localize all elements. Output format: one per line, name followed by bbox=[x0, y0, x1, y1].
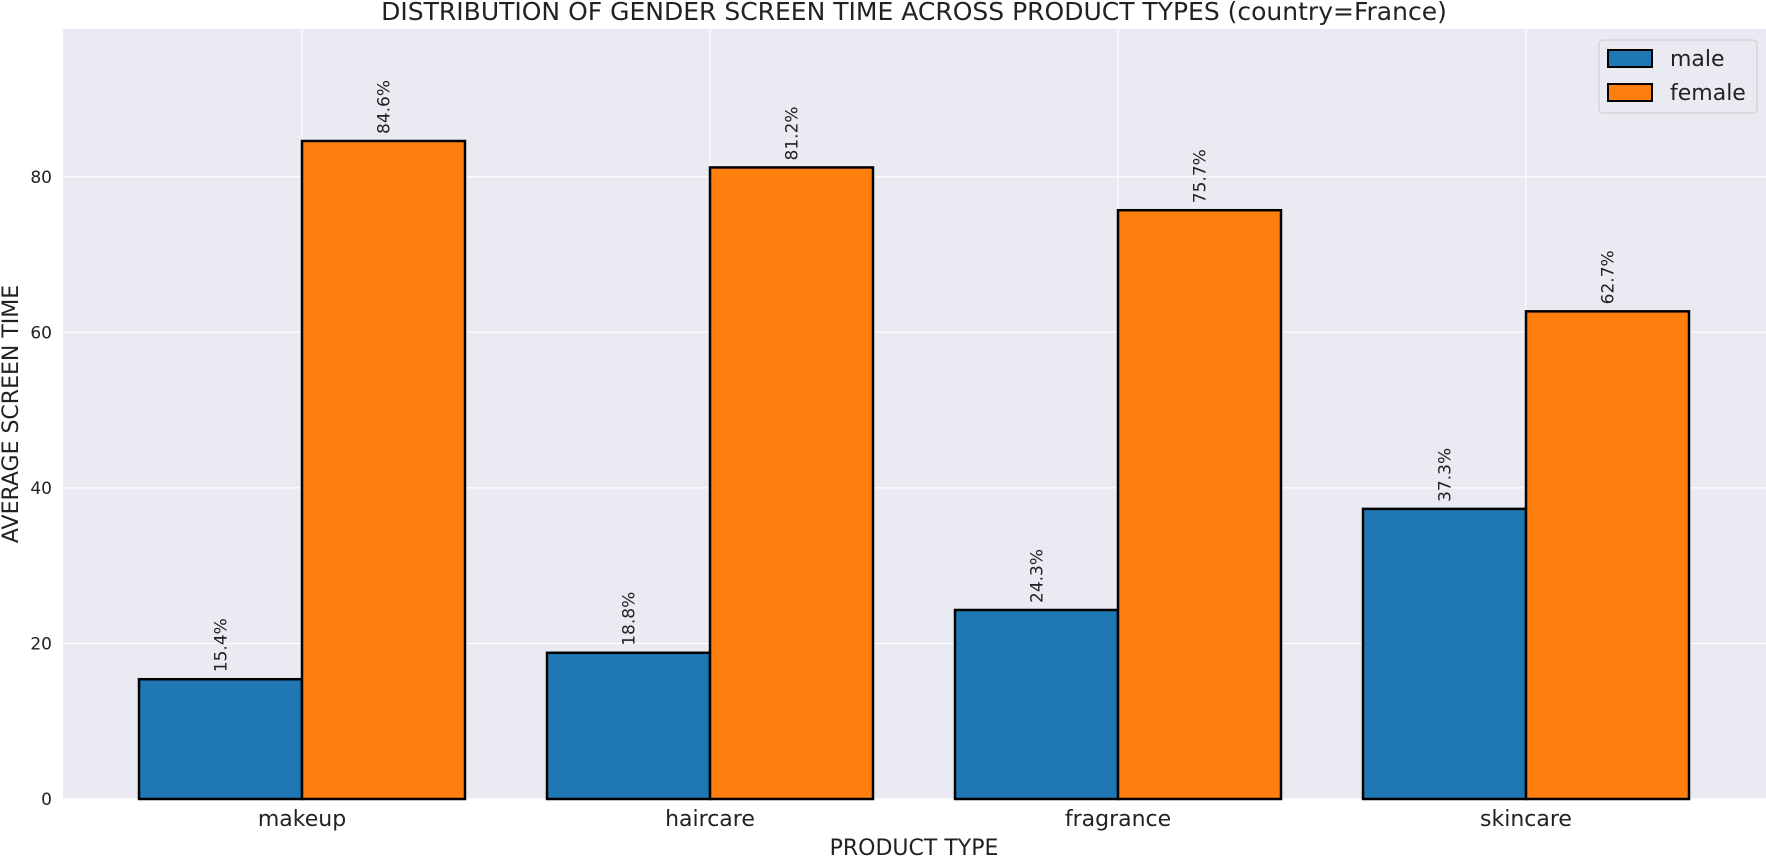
y-tick-label: 40 bbox=[30, 479, 52, 499]
data-label-male-makeup: 15.4% bbox=[212, 618, 232, 672]
x-tick-label-fragrance: fragrance bbox=[1065, 807, 1171, 832]
bar-male-fragrance bbox=[953, 608, 1120, 801]
bar-male-skincare bbox=[1361, 507, 1528, 801]
y-tick-label: 80 bbox=[30, 168, 52, 188]
data-label-female-fragrance: 75.7% bbox=[1191, 149, 1211, 203]
bar-female-skincare bbox=[1524, 310, 1691, 801]
bar-female-makeup bbox=[300, 139, 467, 801]
legend-swatch-male bbox=[1607, 49, 1653, 68]
data-label-female-skincare: 62.7% bbox=[1599, 250, 1619, 304]
y-tick-label: 20 bbox=[30, 634, 52, 654]
tick-labels: 0 20 40 60 80 makeup haircare fragrance skincare bbox=[30, 168, 1572, 832]
bar-male-haircare bbox=[545, 651, 712, 801]
x-tick-label-skincare: skincare bbox=[1480, 807, 1572, 832]
data-label-male-fragrance: 24.3% bbox=[1028, 549, 1048, 603]
data-label-female-haircare: 81.2% bbox=[783, 106, 803, 160]
data-labels: 15.4% 84.6% 18.8% 81.2% 24.3% 75.7% 37.3% 62.7% bbox=[212, 80, 1619, 672]
data-label-male-skincare: 37.3% bbox=[1436, 448, 1456, 502]
data-label-male-haircare: 18.8% bbox=[620, 592, 640, 646]
x-tick-label-haircare: haircare bbox=[665, 807, 755, 832]
x-tick-label-makeup: makeup bbox=[258, 807, 346, 832]
legend-label-male: male bbox=[1670, 47, 1725, 72]
bars bbox=[137, 139, 1691, 801]
y-tick-label: 0 bbox=[41, 790, 52, 810]
legend: male female bbox=[1598, 39, 1758, 114]
bar-male-makeup bbox=[137, 677, 304, 801]
bar-female-fragrance bbox=[1116, 208, 1283, 801]
legend-label-female: female bbox=[1670, 81, 1746, 106]
legend-swatch-female bbox=[1607, 83, 1653, 102]
x-axis-title: PRODUCT TYPE bbox=[830, 836, 999, 859]
bar-female-haircare bbox=[708, 166, 875, 801]
y-axis-title: AVERAGE SCREEN TIME bbox=[0, 285, 24, 543]
chart-title: DISTRIBUTION OF GENDER SCREEN TIME ACROS… bbox=[381, 0, 1447, 26]
y-tick-label: 60 bbox=[30, 323, 52, 343]
data-label-female-makeup: 84.6% bbox=[375, 80, 395, 134]
